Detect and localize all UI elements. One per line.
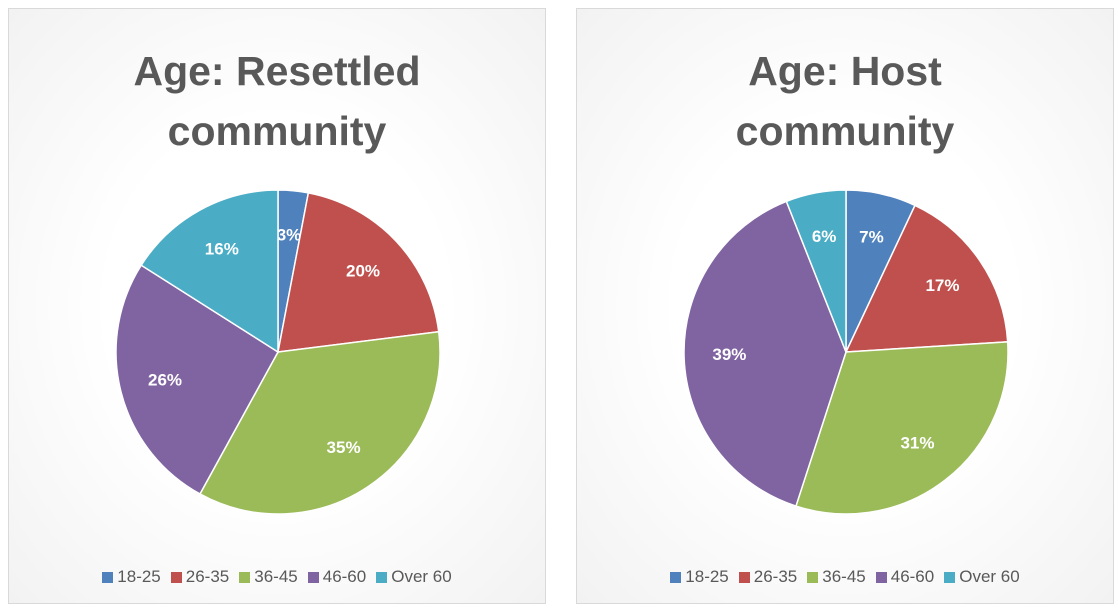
legend-item: 46-60 xyxy=(307,567,367,587)
data-label: 7% xyxy=(859,228,884,247)
legend-label: Over 60 xyxy=(391,567,452,586)
legend-item: Over 60 xyxy=(944,567,1020,587)
pie-slice xyxy=(140,189,279,354)
legend-item: 26-35 xyxy=(738,567,798,587)
pie-slice xyxy=(115,264,279,495)
legend-swatch xyxy=(170,571,182,583)
legend-swatch xyxy=(376,571,388,583)
legend-label: 18-25 xyxy=(117,567,161,586)
chart-title: Age: Host community xyxy=(735,48,955,154)
legend-label: 46-60 xyxy=(890,567,935,586)
data-label: 16% xyxy=(205,239,239,258)
pie-slice xyxy=(785,189,847,353)
legend-swatch xyxy=(875,571,887,583)
legend: 18-25 26-35 36-45 46-60 Over 60 xyxy=(577,567,1113,587)
data-label: 35% xyxy=(327,438,361,457)
legend-swatch xyxy=(738,571,750,583)
pie: 3% 20% 35% 26% 16% xyxy=(115,189,441,515)
legend-item: 46-60 xyxy=(875,567,935,587)
legend-label: 46-60 xyxy=(322,567,367,586)
legend-swatch xyxy=(239,571,251,583)
pie-slice xyxy=(683,200,847,508)
legend-item: 26-35 xyxy=(170,567,230,587)
chart-title: Age: Resettled community xyxy=(133,48,421,154)
legend-label: 36-45 xyxy=(254,567,298,586)
legend-item: 18-25 xyxy=(102,567,161,587)
data-label: 39% xyxy=(712,345,746,364)
legend-item: 18-25 xyxy=(670,567,729,587)
legend-swatch xyxy=(102,571,114,583)
chart-panel: Age: Resettled community 3% 20% 35% 26% 16% … xyxy=(8,8,546,604)
data-label: 20% xyxy=(346,262,380,281)
pie-slice xyxy=(844,204,1009,353)
legend: 18-25 26-35 36-45 46-60 Over 60 xyxy=(9,567,545,587)
legend-label: 26-35 xyxy=(753,567,798,586)
data-label: 17% xyxy=(925,276,959,295)
legend-label: 18-25 xyxy=(685,567,729,586)
legend-swatch xyxy=(944,571,956,583)
legend-swatch xyxy=(670,571,682,583)
legend-item: 36-45 xyxy=(807,567,866,587)
legend-swatch xyxy=(307,571,319,583)
data-label: 6% xyxy=(812,227,837,246)
legend-swatch xyxy=(807,571,819,583)
data-label: 26% xyxy=(148,370,182,389)
pie-slice xyxy=(794,341,1009,515)
pie-slice xyxy=(277,191,440,353)
legend-item: Over 60 xyxy=(376,567,452,587)
pie-slice xyxy=(198,330,441,515)
data-label: 31% xyxy=(900,434,934,453)
pie: 7% 17% 31% 39% 6% xyxy=(683,189,1009,515)
legend-label: 36-45 xyxy=(822,567,866,586)
legend-item: 36-45 xyxy=(239,567,298,587)
chart-panel: Age: Host community 7% 17% 31% 39% 6% 18-25 2… xyxy=(576,8,1114,604)
legend-label: Over 60 xyxy=(959,567,1020,586)
data-label: 3% xyxy=(277,225,302,244)
legend-label: 26-35 xyxy=(185,567,230,586)
